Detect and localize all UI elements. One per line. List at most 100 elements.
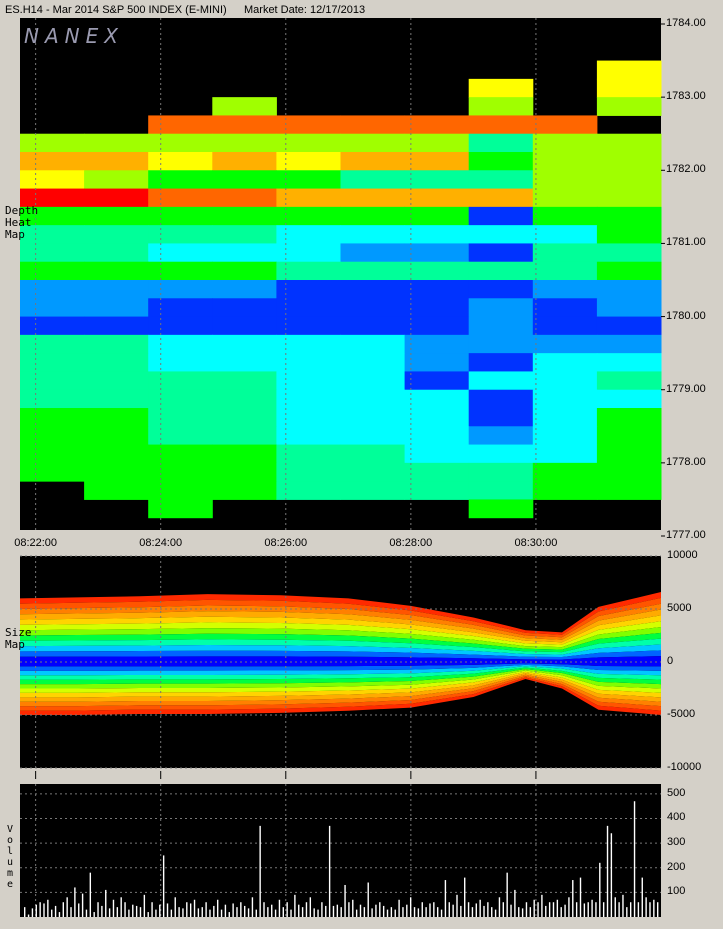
volume-y-tick: 400 [667, 811, 686, 824]
heatmap-cell [532, 225, 598, 244]
volume-bar [247, 908, 250, 917]
size-bid-band [20, 592, 661, 635]
volume-bar [494, 909, 497, 917]
size-bid-band [20, 621, 661, 648]
heatmap-cell [20, 280, 85, 299]
heatmap-cell [404, 462, 470, 482]
size-bid-band [20, 644, 661, 658]
heatmap-cell [84, 408, 149, 427]
volume-bar [24, 907, 26, 917]
heatmap-cell [84, 152, 149, 171]
heatmap-cell [468, 499, 534, 519]
heatmap-cell [212, 316, 277, 336]
size-ask-band [20, 664, 661, 676]
volume-bar [417, 908, 420, 917]
volume-bar [622, 894, 624, 917]
heatmap-cell [468, 334, 534, 354]
heatmap-cell [596, 261, 662, 281]
heatmap-cell [148, 115, 213, 135]
size-y-tick: 10000 [667, 549, 698, 561]
volume-bar [321, 902, 323, 917]
heatmap-cell [340, 261, 406, 281]
volume-bar [560, 907, 562, 917]
heatmap-cell [532, 243, 598, 263]
volume-bar [271, 904, 273, 917]
heatmap-cell [276, 408, 341, 427]
volume-bar [413, 907, 416, 917]
volume-bar [325, 905, 327, 917]
size-ask-band [20, 676, 661, 711]
size-y-tick: -5000 [667, 708, 696, 720]
heatmap-cell [596, 316, 662, 336]
volume-bar [641, 877, 643, 917]
heatmap-cell [276, 170, 341, 190]
volume-bar [583, 903, 586, 917]
heatmap-cell [596, 97, 662, 116]
volume-bar [97, 902, 99, 917]
volume-bar [174, 897, 176, 917]
heatmap-cell [468, 170, 534, 190]
heatmap-y-tick: 1779.00 [666, 382, 706, 395]
heatmap-cell [532, 389, 598, 409]
volume-bar [556, 899, 559, 917]
heatmap-cell [596, 371, 662, 391]
volume-bar [382, 905, 385, 917]
heatmap-cell [340, 334, 406, 354]
volume-bar [479, 899, 481, 917]
heatmap-cell [468, 426, 534, 446]
heatmap-cell [276, 389, 341, 409]
heatmap-cell [532, 298, 598, 318]
volume-bar [340, 907, 342, 917]
size-bid-band [20, 597, 661, 638]
heatmap-cell [532, 133, 598, 153]
volume-bar [317, 909, 319, 917]
heatmap-cell [84, 426, 149, 446]
heatmap-cell [84, 261, 149, 281]
size-ask-band [20, 671, 661, 698]
volume-bar [618, 902, 620, 917]
volume-bar [429, 903, 431, 917]
heatmap-cell [212, 408, 277, 427]
volume-bar [251, 897, 254, 917]
volume-label-text: V o l u m e [6, 824, 14, 890]
heatmap-cell [20, 298, 85, 318]
volume-panel [20, 784, 661, 917]
heatmap-cell [532, 280, 598, 299]
heatmap-cell [212, 225, 277, 244]
heatmap-cell [148, 152, 213, 171]
volume-bar [402, 907, 404, 917]
heatmap-cell [20, 316, 85, 336]
heatmap-cell [596, 408, 662, 427]
volume-bar [606, 825, 609, 917]
heatmap-cell [276, 334, 341, 354]
volume-bar [236, 907, 238, 917]
heatmap-cell [596, 170, 662, 190]
heatmap-cell [468, 115, 534, 135]
volume-bar [460, 905, 462, 917]
size-ask-band [20, 667, 661, 685]
heatmap-cell [532, 316, 598, 336]
heatmap-cell [20, 408, 85, 427]
volume-bar [448, 902, 450, 917]
heatmap-cell [468, 444, 534, 464]
volume-bar [498, 897, 501, 917]
heatmap-cell [404, 298, 470, 318]
heatmap-cell [468, 371, 534, 391]
volume-bar [58, 912, 61, 917]
volume-y-tick: 200 [667, 860, 686, 873]
heatmap-cell [20, 225, 85, 244]
volume-bar [81, 893, 84, 917]
volume-bar [433, 902, 435, 917]
heatmap-cell [84, 481, 149, 500]
heatmap-cell [404, 316, 470, 336]
heatmap-cell [148, 170, 213, 190]
heatmap-cell [404, 353, 470, 372]
heatmap-cell [340, 170, 406, 190]
volume-bar [216, 899, 219, 917]
volume-bar [332, 905, 335, 917]
heatmap-cell [532, 408, 598, 427]
heatmap-cell [404, 280, 470, 299]
volume-bar [27, 914, 30, 917]
volume-bar [143, 894, 146, 917]
heatmap-cell [276, 426, 341, 446]
